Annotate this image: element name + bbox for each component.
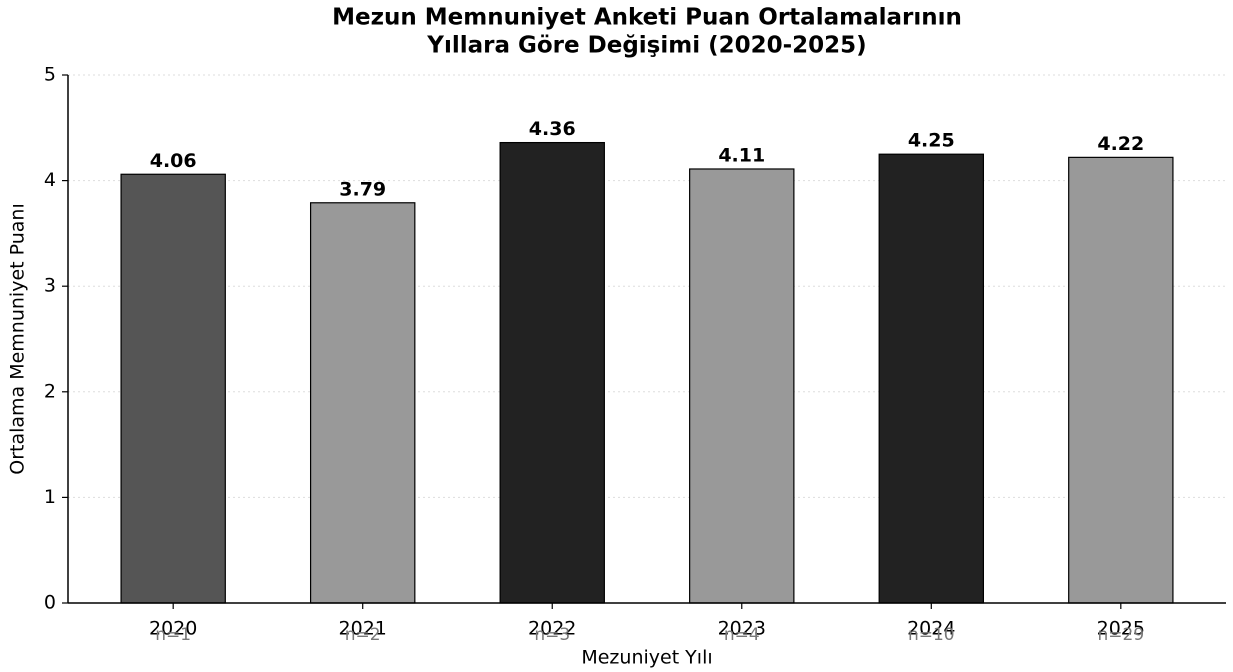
sample-size: n=10 (908, 625, 955, 645)
sample-size: n=3 (534, 625, 570, 645)
y-tick-label: 4 (44, 169, 56, 191)
y-tick-label: 0 (44, 592, 56, 614)
value-label: 4.11 (718, 144, 765, 166)
bar (689, 168, 795, 604)
bar (120, 173, 226, 604)
y-tick-label: 5 (44, 64, 56, 86)
sample-size: n=4 (724, 625, 760, 645)
y-tick-label: 3 (44, 275, 56, 297)
x-tick-label: 2021 (339, 618, 387, 640)
y-axis-label: Ortalama Memnuniyet Puanı (7, 203, 29, 475)
x-tick-label: 2020 (149, 618, 197, 640)
sample-size: n=29 (1097, 625, 1144, 645)
x-axis-label: Mezuniyet Yılı (581, 647, 712, 669)
sample-size: n=1 (155, 625, 191, 645)
value-label: 4.25 (908, 130, 955, 152)
bar (309, 202, 416, 604)
bar (1068, 156, 1174, 604)
chart-title: Yıllara Göre Değişimi (2020-2025) (426, 33, 866, 59)
value-label: 4.36 (529, 118, 576, 140)
x-tick-label: 2022 (528, 618, 576, 640)
chart-title: Mezun Memnuniyet Anketi Puan Ortalamalar… (332, 5, 962, 31)
value-label: 3.79 (339, 178, 386, 200)
sample-size: n=2 (345, 625, 381, 645)
x-tick-label: 2024 (907, 618, 955, 640)
value-label: 4.22 (1097, 133, 1144, 155)
bar (499, 141, 605, 604)
y-tick-label: 2 (44, 380, 56, 402)
value-label: 4.06 (150, 150, 197, 172)
x-tick-label: 2025 (1097, 618, 1145, 640)
y-tick-label: 1 (44, 486, 56, 508)
bar (878, 153, 985, 604)
x-tick-label: 2023 (718, 618, 766, 640)
